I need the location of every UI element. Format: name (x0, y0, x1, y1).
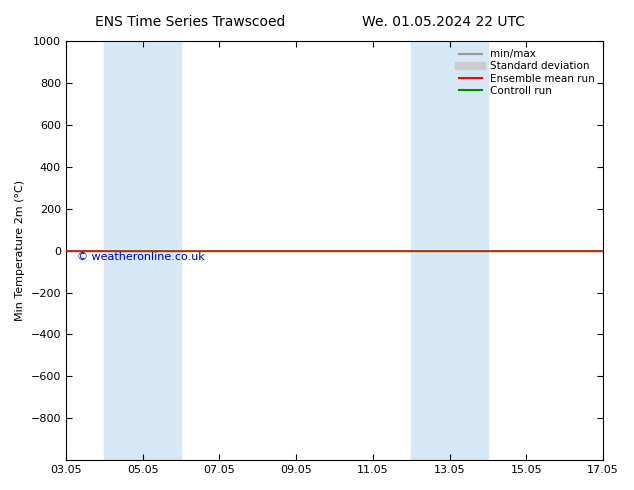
Text: ENS Time Series Trawscoed: ENS Time Series Trawscoed (95, 15, 285, 29)
Legend: min/max, Standard deviation, Ensemble mean run, Controll run: min/max, Standard deviation, Ensemble me… (456, 46, 598, 99)
Y-axis label: Min Temperature 2m (°C): Min Temperature 2m (°C) (15, 180, 25, 321)
Bar (104, 41, 181, 460)
Text: © weatheronline.co.uk: © weatheronline.co.uk (77, 252, 204, 262)
Text: We. 01.05.2024 22 UTC: We. 01.05.2024 22 UTC (362, 15, 526, 29)
Bar (411, 41, 488, 460)
